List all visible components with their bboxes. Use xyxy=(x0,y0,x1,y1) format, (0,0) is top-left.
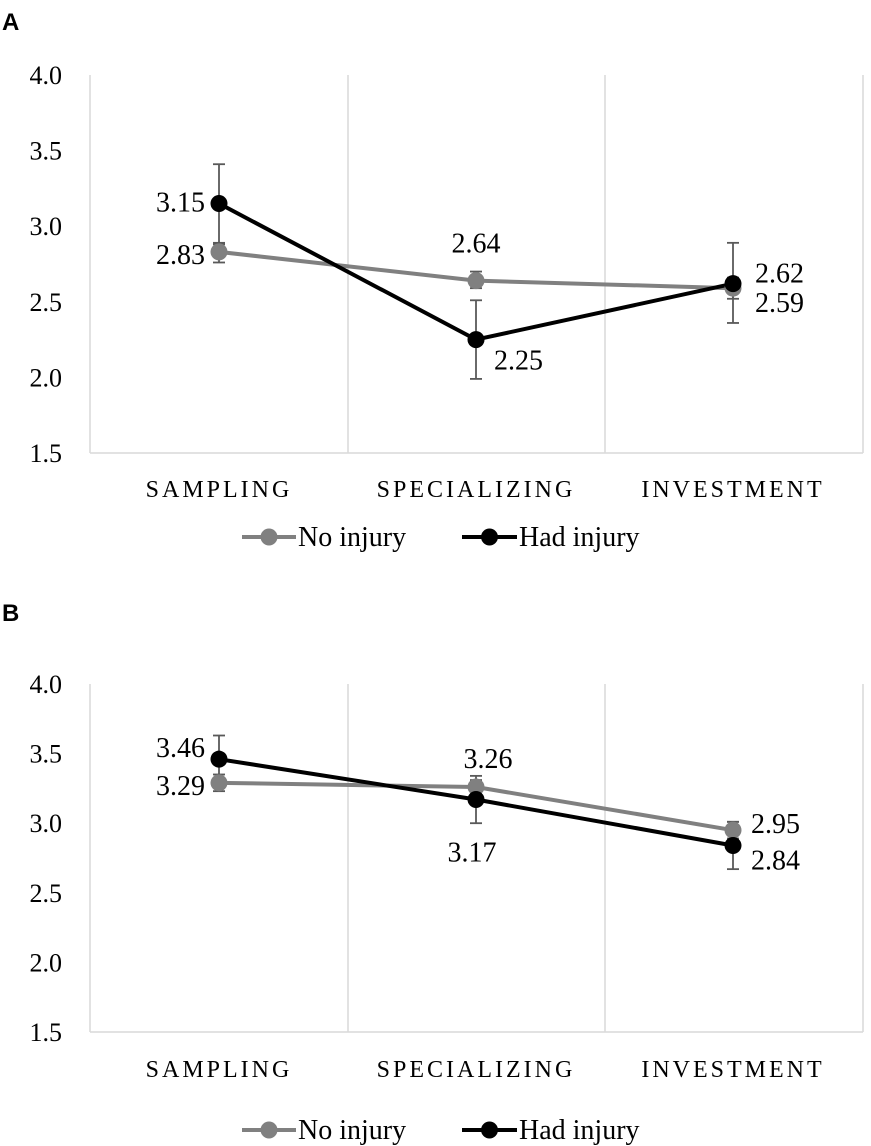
legend-swatch-marker xyxy=(481,1121,498,1139)
y-tick-label: 2.0 xyxy=(30,363,63,392)
x-category-label: INVESTMENT xyxy=(641,477,824,503)
x-category-label: SAMPLING xyxy=(146,477,293,503)
y-tick-label: 1.5 xyxy=(30,1018,63,1047)
y-tick-label: 3.0 xyxy=(30,212,63,241)
data-label: 2.83 xyxy=(156,240,205,271)
data-point xyxy=(467,331,485,349)
data-label: 2.64 xyxy=(452,229,501,260)
data-point xyxy=(724,821,742,839)
legend-swatch-marker xyxy=(260,528,278,546)
data-point xyxy=(210,243,228,261)
legend-swatch-marker xyxy=(260,1121,278,1139)
data-label: 3.46 xyxy=(156,733,205,764)
data-point xyxy=(210,774,228,792)
data-label: 2.62 xyxy=(755,259,804,290)
data-point xyxy=(210,195,228,213)
data-label: 3.26 xyxy=(464,744,513,775)
y-tick-label: 1.5 xyxy=(30,439,63,468)
panel-b: B 1.5 2.0 2.5 3.0 3.5 4.0 SAMPLING SPECIALIZING… xyxy=(2,600,864,1146)
data-label: 3.29 xyxy=(156,771,205,802)
data-point xyxy=(467,272,485,290)
data-point xyxy=(724,275,742,293)
data-label: 2.59 xyxy=(755,288,804,319)
legend-label: No injury xyxy=(298,522,406,553)
y-tick-label: 3.5 xyxy=(30,137,63,166)
x-category-label: INVESTMENT xyxy=(641,1057,824,1083)
data-point xyxy=(724,836,742,854)
x-category-label: SAMPLING xyxy=(146,1057,293,1083)
panel-a: A 1.5 2.0 2.5 3.0 3.5 4.0 SAMPLING SPECIALIZING… xyxy=(2,9,864,553)
y-tick-label: 2.0 xyxy=(30,948,63,977)
data-point xyxy=(210,750,228,768)
x-category-label: SPECIALIZING xyxy=(377,1057,576,1083)
legend-label: Had injury xyxy=(519,1115,640,1146)
y-tick-label: 4.0 xyxy=(30,670,63,699)
data-label: 2.25 xyxy=(494,346,543,377)
y-tick-label: 4.0 xyxy=(30,61,63,90)
x-category-label: SPECIALIZING xyxy=(377,477,576,503)
y-tick-label: 2.5 xyxy=(30,288,63,317)
data-label: 3.17 xyxy=(448,838,497,869)
y-tick-label: 2.5 xyxy=(30,879,63,908)
legend-label: Had injury xyxy=(519,522,640,553)
data-point xyxy=(467,791,485,809)
legend-label: No injury xyxy=(298,1115,406,1146)
panel-letter: B xyxy=(2,600,19,627)
data-point xyxy=(467,778,485,796)
data-label: 2.84 xyxy=(751,845,800,876)
data-label: 3.15 xyxy=(156,188,205,219)
y-tick-label: 3.5 xyxy=(30,740,63,769)
y-tick-label: 3.0 xyxy=(30,809,63,838)
legend-swatch-marker xyxy=(481,528,498,546)
panel-letter: A xyxy=(2,9,19,36)
data-label: 2.95 xyxy=(751,809,800,840)
